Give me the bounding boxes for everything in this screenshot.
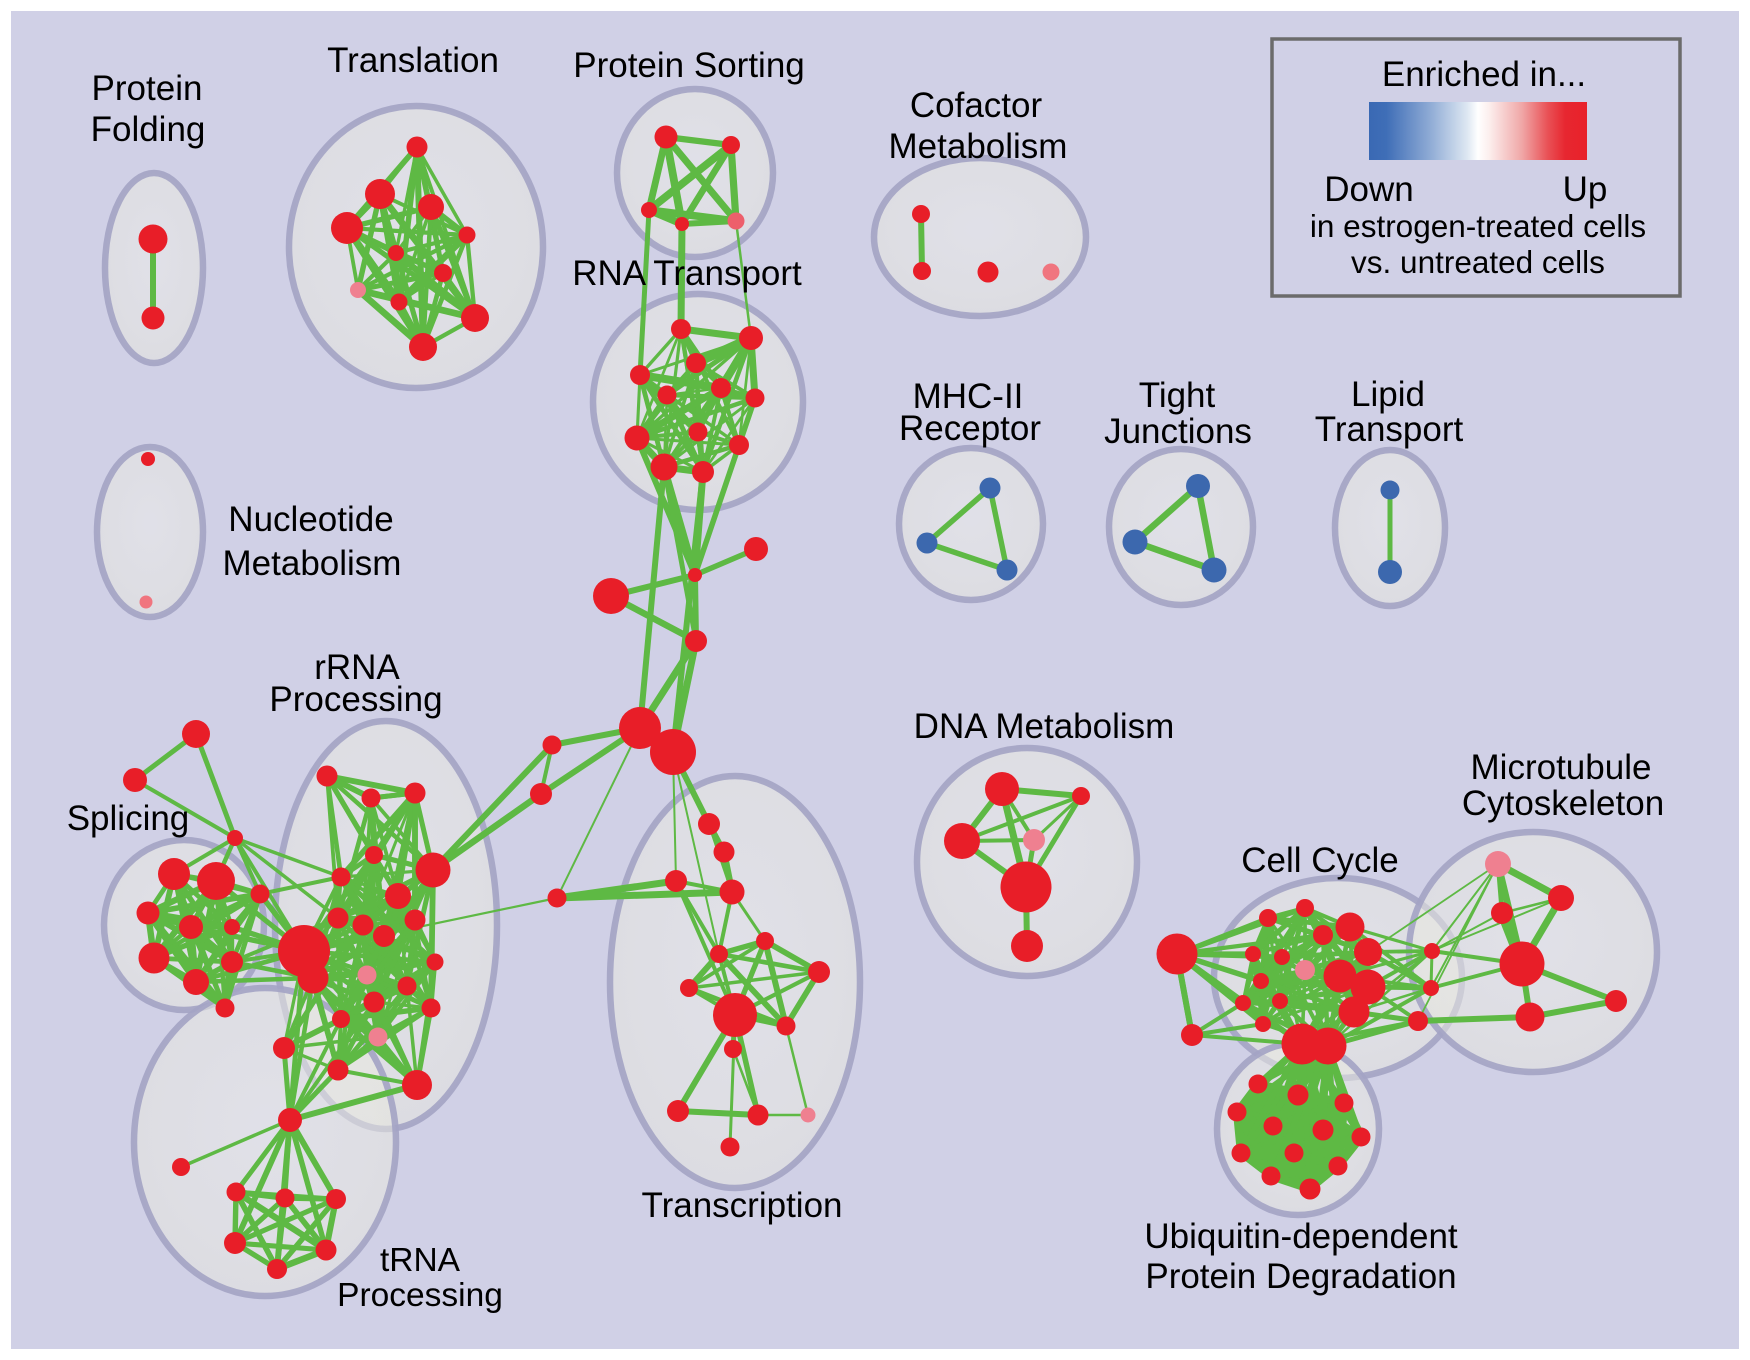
svg-text:Transcription: Transcription — [642, 1186, 843, 1225]
svg-text:Splicing: Splicing — [67, 799, 190, 838]
svg-text:Nucleotide: Nucleotide — [228, 500, 393, 539]
svg-text:Protein Degradation: Protein Degradation — [1145, 1257, 1456, 1296]
svg-text:Folding: Folding — [91, 110, 206, 149]
svg-text:vs. untreated cells: vs. untreated cells — [1351, 244, 1605, 280]
svg-text:Enriched in...: Enriched in... — [1382, 55, 1586, 94]
svg-text:in estrogen-treated cells: in estrogen-treated cells — [1310, 208, 1646, 244]
svg-text:Lipid: Lipid — [1351, 375, 1425, 414]
svg-text:Junctions: Junctions — [1104, 412, 1252, 451]
svg-text:Up: Up — [1563, 170, 1608, 209]
svg-text:MHC-II: MHC-II — [913, 377, 1024, 416]
svg-text:tRNA: tRNA — [380, 1242, 461, 1279]
svg-text:Transport: Transport — [1315, 410, 1464, 449]
svg-text:rRNA: rRNA — [314, 648, 400, 687]
svg-text:Translation: Translation — [327, 41, 499, 80]
svg-text:Cofactor: Cofactor — [910, 86, 1043, 125]
svg-text:Metabolism: Metabolism — [223, 544, 402, 583]
svg-text:Cytoskeleton: Cytoskeleton — [1462, 784, 1664, 823]
svg-text:Microtubule: Microtubule — [1471, 748, 1652, 787]
svg-text:DNA Metabolism: DNA Metabolism — [914, 707, 1175, 746]
svg-text:Receptor: Receptor — [899, 409, 1041, 448]
svg-text:Processing: Processing — [337, 1277, 503, 1314]
svg-text:Cell Cycle: Cell Cycle — [1241, 841, 1399, 880]
svg-text:Tight: Tight — [1139, 376, 1216, 415]
svg-text:Processing: Processing — [269, 680, 442, 719]
svg-text:Down: Down — [1324, 170, 1413, 209]
svg-text:Metabolism: Metabolism — [889, 127, 1068, 166]
svg-text:Ubiquitin-dependent: Ubiquitin-dependent — [1144, 1217, 1458, 1256]
svg-text:Protein: Protein — [92, 69, 203, 108]
svg-text:Protein Sorting: Protein Sorting — [573, 46, 805, 85]
svg-text:RNA Transport: RNA Transport — [572, 254, 802, 293]
